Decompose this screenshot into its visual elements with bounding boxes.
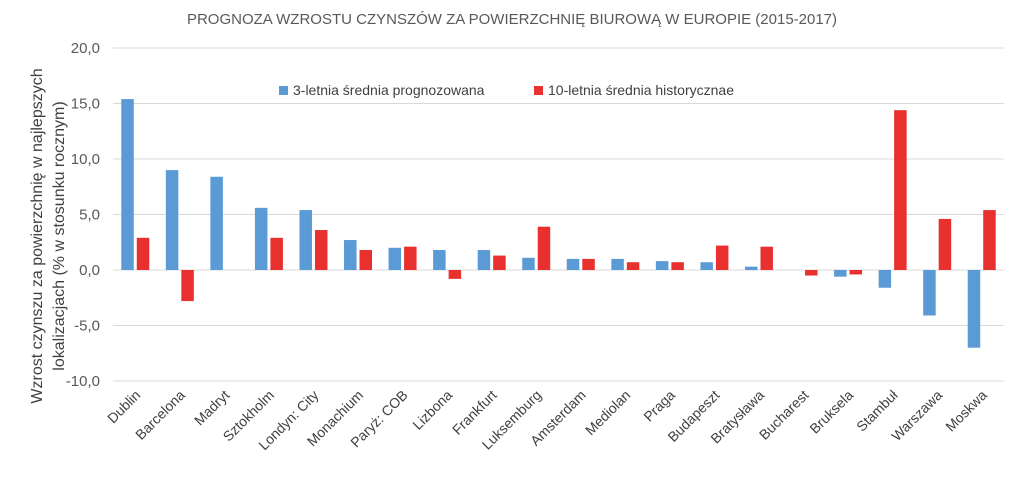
category-label: Bruksela (806, 387, 856, 437)
legend: 3-letnia średnia prognozowana 10-letnia ś… (279, 82, 734, 98)
bar-historical (404, 246, 417, 270)
y-tick-label: -5,0 (74, 318, 100, 335)
y-tick-label: -10,0 (66, 373, 100, 390)
bar-forecast (611, 258, 624, 270)
bar-forecast (165, 170, 179, 270)
bar-forecast (210, 176, 223, 270)
y-axis-label-line-1: Wzrost czynszu za powierzchnię w najleps… (29, 68, 46, 403)
bar-forecast (878, 270, 892, 288)
y-axis-label-line-2: lokalizacjach (% w stosunku rocznym) (51, 101, 68, 370)
bar-historical (359, 250, 373, 270)
category-label: Mediolan (582, 387, 633, 438)
bar-forecast (388, 247, 402, 270)
bar-forecast (121, 99, 134, 270)
bar-historical (760, 246, 773, 270)
bar-forecast (344, 240, 357, 270)
bar-forecast (834, 270, 847, 277)
bar-historical (626, 262, 640, 270)
bar-forecast (254, 207, 268, 270)
y-tick-label: 15,0 (71, 96, 100, 113)
y-tick-label: 10,0 (71, 151, 100, 168)
bar-historical (493, 255, 506, 270)
bar-forecast (967, 270, 981, 348)
bar-forecast (655, 261, 669, 270)
bar-forecast (477, 250, 491, 270)
bar-historical (983, 210, 996, 270)
bar-historical (849, 270, 863, 275)
category-label: Dublin (104, 387, 143, 426)
category-label: Madryt (191, 387, 233, 429)
category-label: Barcelona (132, 387, 188, 443)
bar-historical (894, 110, 907, 270)
bar-forecast (923, 270, 936, 316)
bars (121, 99, 996, 348)
y-tick-label: 5,0 (79, 207, 100, 224)
bar-historical (805, 270, 818, 276)
legend-label: 10-letnia średnia historycznae (548, 82, 734, 98)
category-label: Moskwa (942, 387, 990, 435)
chart-title: PROGNOZA WZROSTU CZYNSZÓW ZA POWIERZCHNI… (187, 11, 837, 28)
bar-forecast (522, 257, 535, 270)
y-axis-label-2: lokalizacjach (% w stosunku rocznym) (51, 101, 68, 370)
legend-swatch (534, 86, 543, 95)
bar-historical (136, 237, 150, 270)
bar-historical (270, 237, 283, 270)
legend-swatch (279, 86, 288, 95)
y-axis-label: Wzrost czynszu za powierzchnię w najleps… (29, 68, 46, 403)
bar-forecast (700, 262, 713, 270)
y-tick-label: 20,0 (71, 40, 100, 57)
category-label: Praga (640, 387, 678, 425)
legend-label: 3-letnia średnia prognozowana (293, 82, 485, 98)
bar-forecast (566, 258, 580, 270)
bar-historical (671, 262, 684, 270)
bar-forecast (433, 250, 446, 270)
bar-historical (314, 230, 328, 270)
bar-forecast (299, 210, 312, 270)
bar-historical (181, 270, 194, 302)
bar-historical (715, 245, 729, 270)
bar-historical (537, 226, 551, 270)
bar-historical (448, 270, 462, 279)
category-label: Bucharest (756, 387, 812, 443)
bar-historical (582, 258, 595, 270)
y-axis-ticks: 20,0 15,0 10,0 5,0 0,0 -5,0 -10,0 (66, 40, 100, 390)
bar-historical (938, 218, 952, 270)
bar-forecast (744, 266, 758, 270)
y-tick-label: 0,0 (79, 262, 100, 279)
